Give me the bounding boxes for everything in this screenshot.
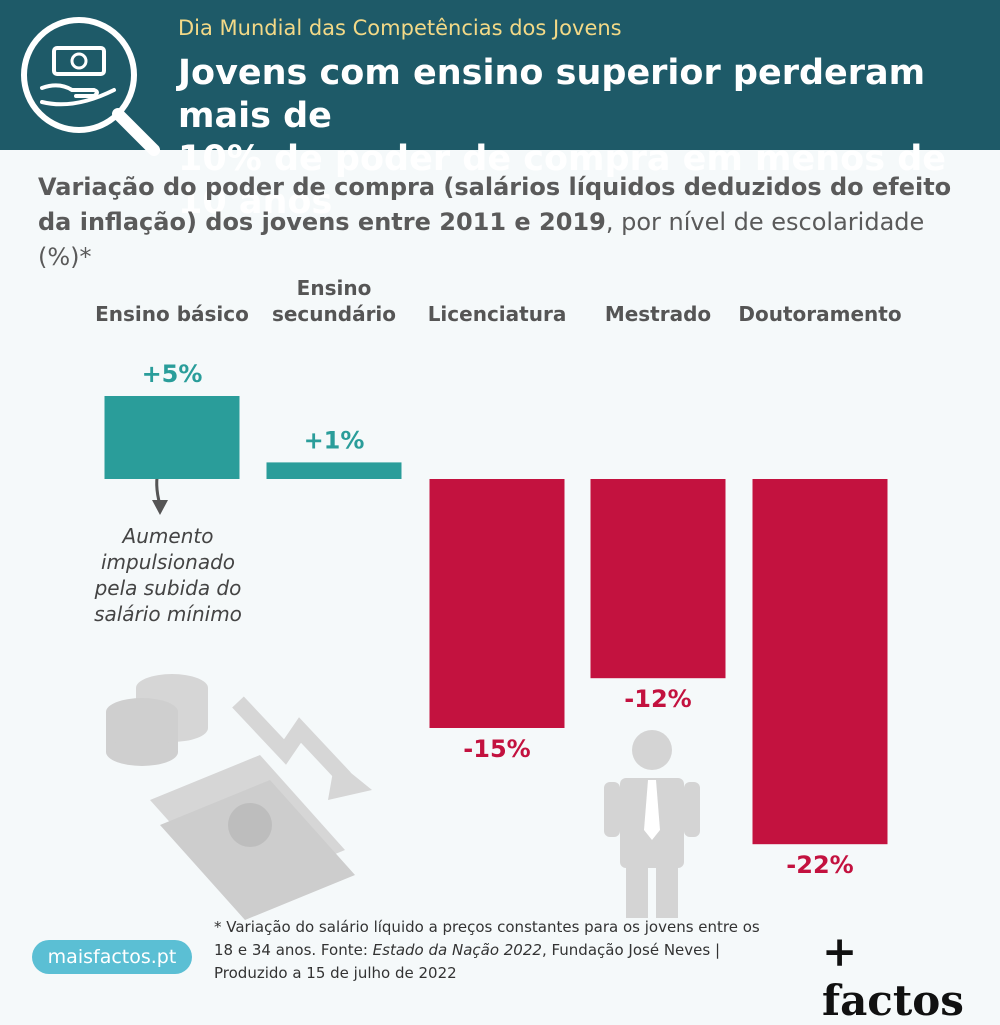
eyebrow-title: Dia Mundial das Competências dos Jovens bbox=[178, 16, 622, 40]
bar-4 bbox=[752, 479, 888, 845]
brand-logo: + factos bbox=[822, 927, 964, 1025]
value-label-0: +5% bbox=[142, 360, 203, 388]
annotation-line-1: impulsionado bbox=[101, 550, 235, 574]
category-label-0-0: Ensino básico bbox=[95, 302, 249, 326]
bar-3 bbox=[590, 479, 726, 679]
category-label-3-0: Mestrado bbox=[605, 302, 711, 326]
chart-subtitle: Variação do poder de compra (salários lí… bbox=[38, 170, 968, 275]
money-hand-magnifier-icon bbox=[21, 17, 160, 156]
bar-0 bbox=[104, 396, 240, 479]
annotation-line-0: Aumento bbox=[121, 524, 214, 548]
category-label-2-0: Licenciatura bbox=[428, 302, 567, 326]
headline: Jovens com ensino superior perderam mais… bbox=[178, 52, 978, 224]
bar-2 bbox=[429, 479, 565, 728]
category-label-4-0: Doutoramento bbox=[738, 302, 901, 326]
category-label-1-1: secundário bbox=[272, 302, 396, 326]
footnote-source: Estado da Nação 2022 bbox=[372, 941, 542, 959]
footnote-text-1: * Variação do salário líquido a preços c… bbox=[214, 918, 760, 959]
down-trend-arrow-icon bbox=[232, 696, 372, 800]
value-label-3: -12% bbox=[624, 685, 691, 713]
coins-icon bbox=[106, 674, 208, 766]
category-label-1-0: Ensino bbox=[297, 276, 372, 300]
headline-line-2: 10% de poder de compra em menos de 10 an… bbox=[178, 139, 947, 222]
value-label-1: +1% bbox=[304, 426, 365, 454]
person-empty-pockets-icon bbox=[604, 730, 700, 918]
headline-line-1: Jovens com ensino superior perderam mais… bbox=[178, 53, 926, 136]
annotation-line-2: pela subida do bbox=[94, 576, 242, 600]
value-label-2: -15% bbox=[463, 735, 530, 763]
site-link[interactable]: maisfactos.pt bbox=[32, 940, 192, 974]
footnote-text-2: , Fundação José Neves | Produzido a 15 d… bbox=[214, 941, 721, 982]
value-label-4: -22% bbox=[786, 851, 853, 879]
subtitle-bold: Variação do poder de compra (salários lí… bbox=[38, 173, 952, 236]
header-banner: Dia Mundial das Competências dos Jovens … bbox=[0, 0, 1000, 222]
annotation-line-3: salário mínimo bbox=[94, 602, 242, 626]
bar-1 bbox=[266, 462, 402, 479]
subtitle-regular: , por nível de escolaridade (%)* bbox=[38, 208, 925, 271]
banknotes-icon bbox=[150, 755, 355, 920]
footnote: * Variação do salário líquido a preços c… bbox=[214, 916, 774, 985]
